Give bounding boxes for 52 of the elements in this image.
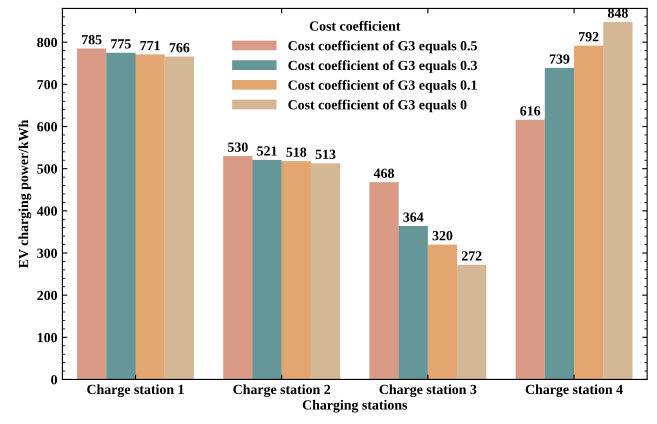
legend-label: Cost coefficient of G3 equals 0 (288, 100, 467, 112)
x-axis-title: Charging stations (302, 400, 408, 413)
y-tick-label: 300 (37, 248, 58, 258)
bar (603, 22, 633, 380)
data-label: 616 (520, 106, 540, 116)
bar (457, 264, 486, 380)
y-tick-label: 0 (51, 375, 58, 384)
bar (398, 226, 428, 380)
y-tick-label: 200 (37, 290, 58, 300)
bar (544, 68, 574, 380)
bar (516, 120, 545, 380)
legend-title: Cost coefficient (310, 20, 400, 31)
data-label: 530 (228, 142, 248, 152)
bar (77, 48, 106, 380)
bar (310, 163, 340, 380)
y-tick-label: 100 (38, 332, 58, 342)
bar (428, 244, 458, 380)
data-label: 792 (579, 32, 598, 42)
legend-label: Cost coefficient of G3 equals 0.3 (288, 60, 477, 73)
y-tick-label: 400 (36, 206, 58, 216)
x-tick-label: Charge station 1 (87, 384, 184, 398)
y-tick-label: 600 (37, 122, 58, 132)
bar (223, 156, 252, 380)
data-label: 518 (286, 148, 306, 157)
bar (282, 161, 311, 380)
data-label: 739 (550, 54, 570, 64)
legend-label: Cost coefficient of G3 equals 0.1 (288, 80, 477, 93)
legend-label: Cost coefficient of G3 equals 0.5 (288, 40, 477, 54)
bar (136, 54, 165, 380)
data-label: 848 (608, 8, 628, 18)
data-label: 468 (374, 168, 394, 178)
y-tick-label: 700 (38, 80, 58, 90)
y-axis-title: EV charging power/kWh (18, 120, 32, 268)
data-label: 771 (140, 40, 160, 50)
data-label: 766 (170, 43, 190, 52)
bar (252, 160, 282, 380)
data-label: 785 (82, 34, 102, 44)
bar (164, 56, 194, 380)
bar (574, 46, 604, 380)
y-tick-label: 500 (37, 164, 58, 174)
data-label: 320 (432, 230, 452, 240)
bar (369, 182, 399, 380)
data-label: 364 (403, 212, 424, 222)
x-tick-label: Charge station 2 (233, 384, 330, 398)
data-label: 521 (257, 146, 277, 156)
data-label: 513 (316, 150, 336, 159)
data-label: 272 (462, 251, 482, 260)
x-tick-label: Charge station 3 (380, 384, 476, 398)
x-tick-label: Charge station 4 (526, 384, 623, 398)
data-label: 775 (111, 39, 131, 49)
y-tick-label: 800 (37, 38, 58, 48)
bar (106, 52, 136, 380)
